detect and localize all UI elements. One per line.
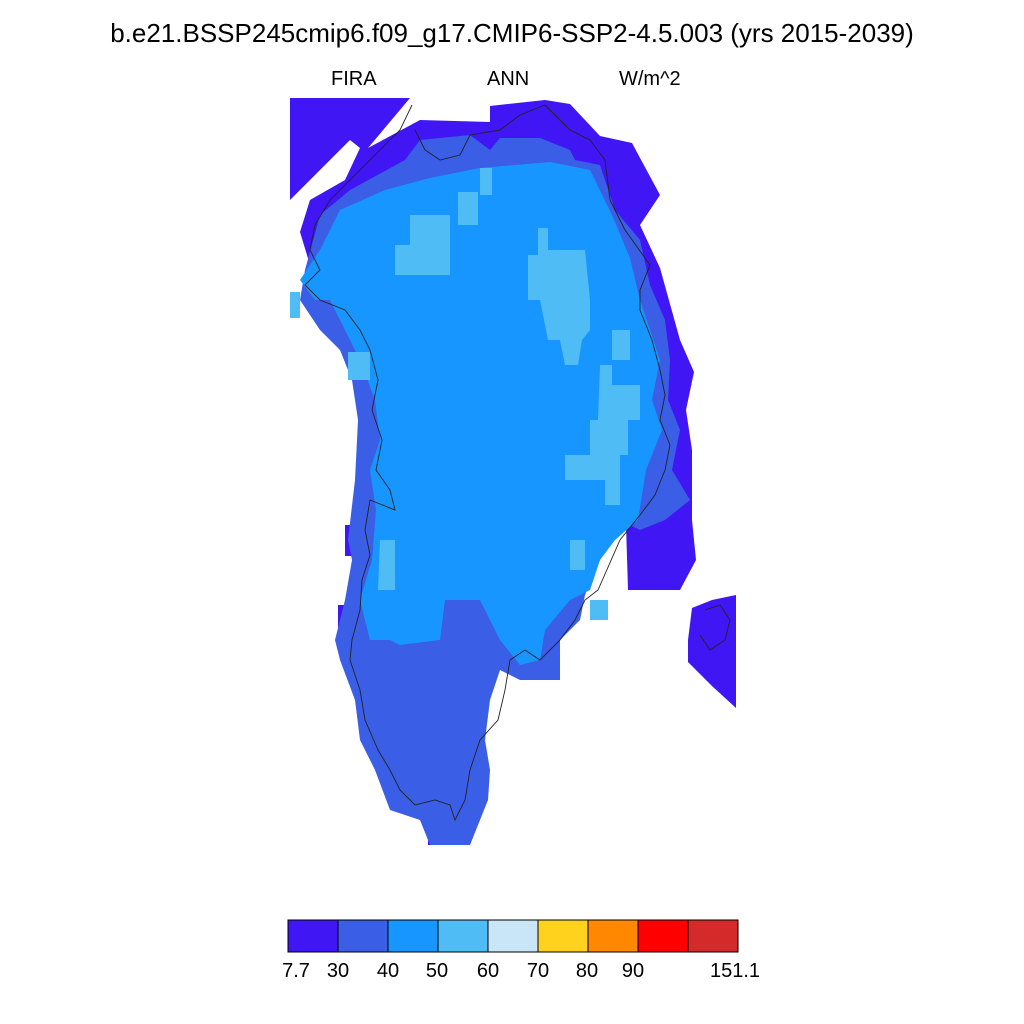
colorbar-label: 40 [376,960,400,982]
colorbar-swatch-7 [637,919,689,953]
colorbar-swatch-6 [587,919,639,953]
colorbar-label: 60 [476,960,500,982]
plot-title: b.e21.BSSP245cmip6.f09_g17.CMIP6-SSP2-4.… [110,18,914,48]
band-50-60-east3 [612,330,630,360]
coastline-east-island [699,604,731,651]
band-50-60-east [528,228,590,365]
colorbar-label: 70 [526,960,550,982]
colorbar-label: 7.7 [282,960,310,982]
band-50-60-east2 [565,365,640,505]
variable-label: FIRA [331,68,377,90]
colorbar-swatch-3 [437,919,489,953]
band-50-60-southeast [590,600,608,620]
colorbar-swatch-1 [337,919,389,953]
units-label: W/m^2 [619,68,681,90]
band-50-60-south [570,540,585,570]
colorbar-label: 30 [326,960,350,982]
band-50-60-north2 [458,192,478,225]
colorbar-swatch-8 [687,919,739,953]
colorbar-label: 50 [425,960,449,982]
colorbar-swatch-2 [387,919,439,953]
colorbar-label: 80 [575,960,599,982]
band-50-60-west2 [378,540,395,590]
colorbar-swatch-5 [537,919,589,953]
band-50-60-north3 [480,168,492,195]
season-label: ANN [487,68,530,90]
colorbar-label: 151.1 [709,960,761,982]
colorbar-swatch-4 [487,919,539,953]
band-50-60-north [395,215,450,275]
colorbar-swatch-0 [287,919,339,953]
colorbar-label: 90 [621,960,645,982]
band-50-60-nw [290,292,300,318]
east-island [688,595,736,708]
band-50-60-west [348,352,370,380]
coastline [304,104,671,822]
